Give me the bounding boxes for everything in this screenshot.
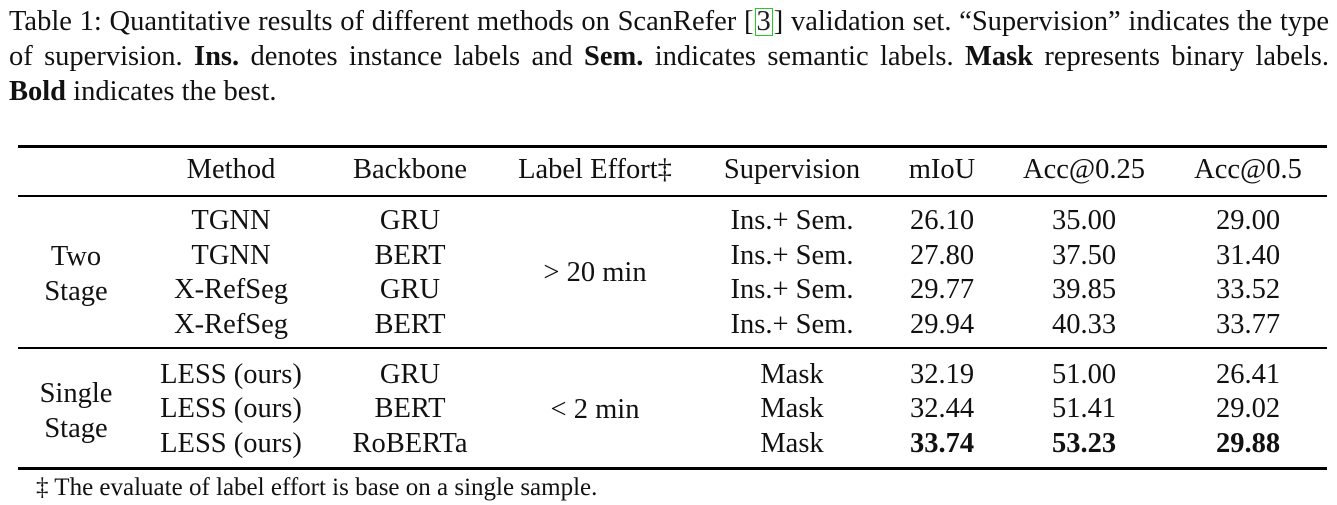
cell-miou: 29.77 — [909, 274, 975, 305]
cell-acc50: 33.52 — [1215, 274, 1281, 305]
cell-method: X-RefSeg — [174, 274, 288, 305]
cell-supervision: Ins.+ Sem. — [730, 240, 854, 271]
cell-acc25: 35.00 — [1051, 205, 1117, 236]
cell-supervision: Ins.+ Sem. — [730, 274, 854, 305]
cell-acc50: 33.77 — [1215, 309, 1281, 340]
cell-acc50: 26.41 — [1215, 359, 1281, 390]
bottom-rule — [18, 467, 1327, 470]
cell-miou: 27.80 — [909, 240, 975, 271]
caption-text-3: denotes instance labels and — [239, 41, 584, 72]
header-miou: mIoU — [908, 154, 976, 185]
cell-backbone: GRU — [379, 205, 441, 236]
cell-acc25: 39.85 — [1051, 274, 1117, 305]
caption-text-4: indicates semantic labels. — [643, 41, 965, 72]
header-acc50: Acc@0.5 — [1194, 154, 1302, 185]
cell-acc25: 51.41 — [1051, 393, 1117, 424]
cell-supervision: Mask — [760, 359, 824, 390]
group-label: Single Stage — [40, 376, 113, 446]
group-label-line2: Stage — [44, 276, 108, 307]
cell-miou: 33.74 — [909, 428, 975, 459]
cell-backbone: RoBERTa — [352, 428, 468, 459]
header-label-effort: Label Effort‡ — [518, 154, 672, 185]
caption-sem-term: Sem. — [583, 41, 644, 72]
group-rule — [18, 347, 1327, 349]
cell-backbone: GRU — [379, 359, 441, 390]
cell-method: LESS (ours) — [160, 428, 302, 459]
group-label-line2: Stage — [44, 412, 108, 444]
cell-acc25: 51.00 — [1051, 359, 1117, 390]
cell-backbone: BERT — [374, 309, 446, 340]
cell-miou: 32.19 — [909, 359, 975, 390]
cell-miou: 32.44 — [909, 393, 975, 424]
top-rule — [18, 145, 1327, 148]
citation-link[interactable]: 3 — [754, 6, 773, 37]
cell-method: TGNN — [191, 240, 271, 271]
caption-text-5: represents binary labels. — [1033, 41, 1330, 72]
cell-acc25: 37.50 — [1051, 240, 1117, 271]
header-backbone: Backbone — [353, 154, 467, 185]
cell-method: LESS (ours) — [160, 359, 302, 390]
cell-supervision: Ins.+ Sem. — [730, 309, 854, 340]
cell-miou: 29.94 — [909, 309, 975, 340]
cell-backbone: BERT — [374, 240, 446, 271]
group-label-line1: Single — [39, 377, 113, 409]
cell-miou: 26.10 — [909, 205, 975, 236]
cell-supervision: Mask — [760, 428, 824, 459]
cell-supervision: Ins.+ Sem. — [730, 205, 854, 236]
cell-acc50: 29.02 — [1215, 393, 1281, 424]
label-effort-cell: < 2 min — [550, 393, 640, 425]
header-supervision: Supervision — [723, 154, 861, 185]
cell-method: TGNN — [191, 205, 271, 236]
table-footnote: ‡ The evaluate of label effort is base o… — [36, 474, 598, 501]
cell-acc50: 31.40 — [1215, 240, 1281, 271]
caption-ins-term: Ins. — [193, 41, 240, 72]
cell-method: X-RefSeg — [174, 309, 288, 340]
cell-acc25: 53.23 — [1051, 428, 1117, 459]
cell-method: LESS (ours) — [160, 393, 302, 424]
header-acc25: Acc@0.25 — [1022, 154, 1146, 185]
cell-supervision: Mask — [760, 393, 824, 424]
caption-text-6: indicates the best. — [66, 76, 277, 107]
cell-backbone: BERT — [374, 393, 446, 424]
cell-acc50: 29.00 — [1215, 205, 1281, 236]
caption-text-1: Quantitative results of different method… — [109, 6, 754, 37]
group-label: Two Stage — [44, 239, 107, 309]
caption-text-2: ] validation set. “Supervision” indicate… — [9, 6, 1330, 72]
caption-bold-term: Bold — [9, 76, 67, 107]
cell-acc50: 29.88 — [1215, 428, 1281, 459]
table-caption: Table 1: Quantitative results of differe… — [9, 4, 1329, 109]
group-label-line1: Two — [50, 241, 102, 272]
cell-backbone: GRU — [379, 274, 441, 305]
header-rule — [18, 195, 1327, 197]
header-method: Method — [186, 154, 276, 185]
caption-mask-term: Mask — [964, 41, 1034, 72]
label-effort-cell: > 20 min — [543, 257, 647, 288]
caption-label: Table 1: — [9, 6, 102, 37]
cell-acc25: 40.33 — [1051, 309, 1117, 340]
